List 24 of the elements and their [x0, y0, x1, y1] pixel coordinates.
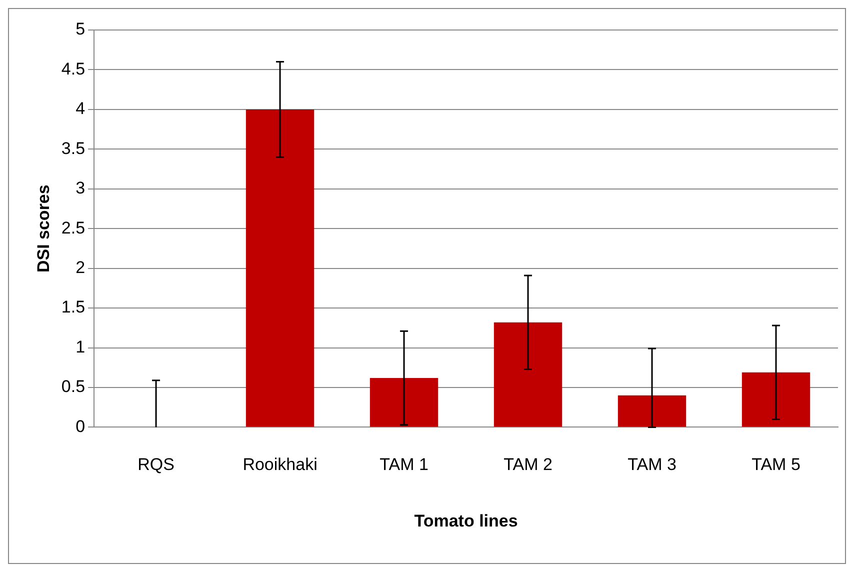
y-tick-label: 4 — [76, 99, 86, 118]
y-tick-label: 2 — [76, 258, 86, 278]
y-tick-label: 2.5 — [61, 218, 86, 238]
y-tick-label: 0.5 — [61, 377, 86, 396]
y-tick-label: 5 — [76, 20, 86, 39]
x-tick-label: TAM 5 — [752, 455, 800, 474]
bar — [370, 378, 438, 427]
x-axis-title: Tomato lines — [414, 511, 518, 530]
x-tick-label: TAM 1 — [380, 455, 428, 474]
y-tick-label: 3.5 — [61, 138, 86, 158]
bar — [246, 109, 314, 427]
x-tick-label: TAM 3 — [628, 455, 676, 474]
y-axis-title: DSI scores — [34, 184, 53, 273]
y-tick-label: 1.5 — [61, 298, 86, 317]
bar — [742, 372, 810, 427]
bar — [494, 322, 562, 427]
x-tick-label: RQS — [138, 455, 174, 474]
bar — [618, 395, 686, 427]
y-tick-label: 1 — [76, 337, 86, 356]
x-tick-label: Rooikhaki — [242, 455, 318, 474]
y-tick-label: 4.5 — [61, 59, 86, 78]
x-tick-label: TAM 2 — [504, 455, 552, 474]
y-tick-label: 0 — [76, 416, 86, 436]
y-tick-label: 3 — [76, 178, 86, 198]
